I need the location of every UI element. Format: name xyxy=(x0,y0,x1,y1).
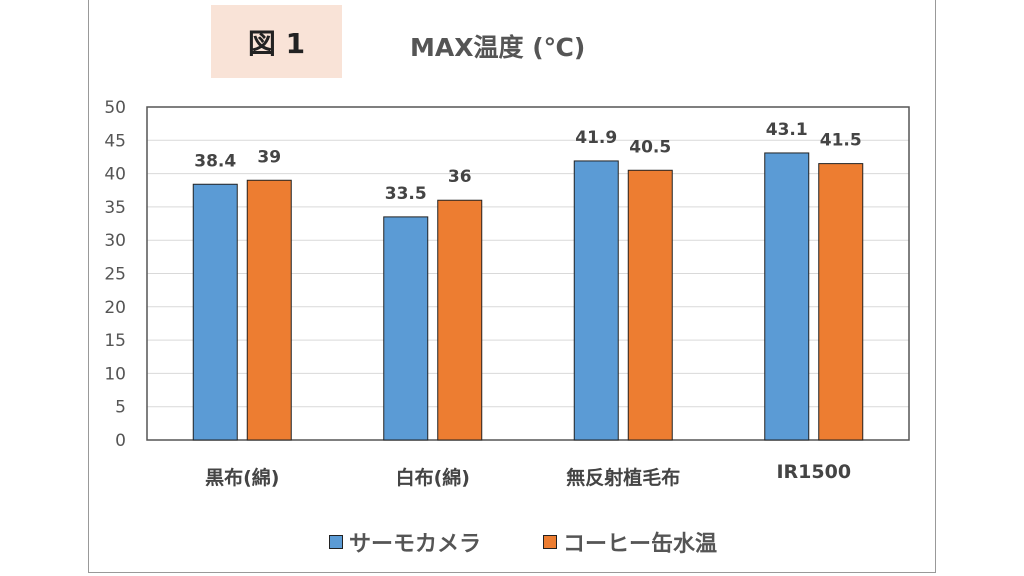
data-label: 41.9 xyxy=(575,128,617,148)
plot-area xyxy=(146,106,910,441)
figure-label: 図 1 xyxy=(211,5,342,78)
x-tick-label: 黒布(綿) xyxy=(205,466,279,489)
data-label: 36 xyxy=(448,167,472,187)
legend-item-coffee-can: コーヒー缶水温 xyxy=(543,526,717,558)
x-tick-label: 無反射植毛布 xyxy=(566,466,680,489)
data-label: 40.5 xyxy=(629,137,671,157)
bar-coffee-can xyxy=(818,163,864,441)
data-label: 39 xyxy=(257,147,281,167)
bar-coffee-can xyxy=(437,199,483,441)
chart-title: MAX温度 (℃) xyxy=(410,33,586,62)
y-tick-label: 30 xyxy=(104,231,126,251)
y-tick-label: 50 xyxy=(104,98,126,118)
y-tick-label: 0 xyxy=(115,431,126,451)
legend-label: コーヒー缶水温 xyxy=(563,532,718,557)
y-tick-label: 40 xyxy=(104,165,126,185)
bar-thermo-camera xyxy=(383,216,429,441)
legend-swatch-orange xyxy=(543,535,558,549)
y-tick-label: 35 xyxy=(104,198,126,218)
legend-label: サーモカメラ xyxy=(349,532,482,557)
bar-coffee-can xyxy=(246,179,292,441)
data-label: 41.5 xyxy=(820,131,862,151)
y-tick-label: 15 xyxy=(104,331,126,351)
data-label: 38.4 xyxy=(194,151,236,171)
y-tick-label: 10 xyxy=(104,364,126,384)
y-tick-label: 45 xyxy=(104,131,126,151)
x-tick-label: 白布(綿) xyxy=(396,466,470,489)
y-tick-label: 20 xyxy=(104,298,126,318)
legend-swatch-blue xyxy=(329,535,343,549)
legend: サーモカメラ コーヒー缶水温 xyxy=(329,526,717,558)
y-tick-label: 5 xyxy=(115,398,126,418)
legend-item-thermo-camera: サーモカメラ xyxy=(329,526,481,558)
y-tick-label: 25 xyxy=(104,265,126,285)
data-label: 33.5 xyxy=(385,184,427,204)
bar-thermo-camera xyxy=(192,183,238,441)
x-tick-label: IR1500 xyxy=(776,461,851,483)
bar-coffee-can xyxy=(627,169,673,441)
data-label: 43.1 xyxy=(766,120,808,140)
bar-thermo-camera xyxy=(573,160,619,441)
bar-thermo-camera xyxy=(764,152,810,441)
